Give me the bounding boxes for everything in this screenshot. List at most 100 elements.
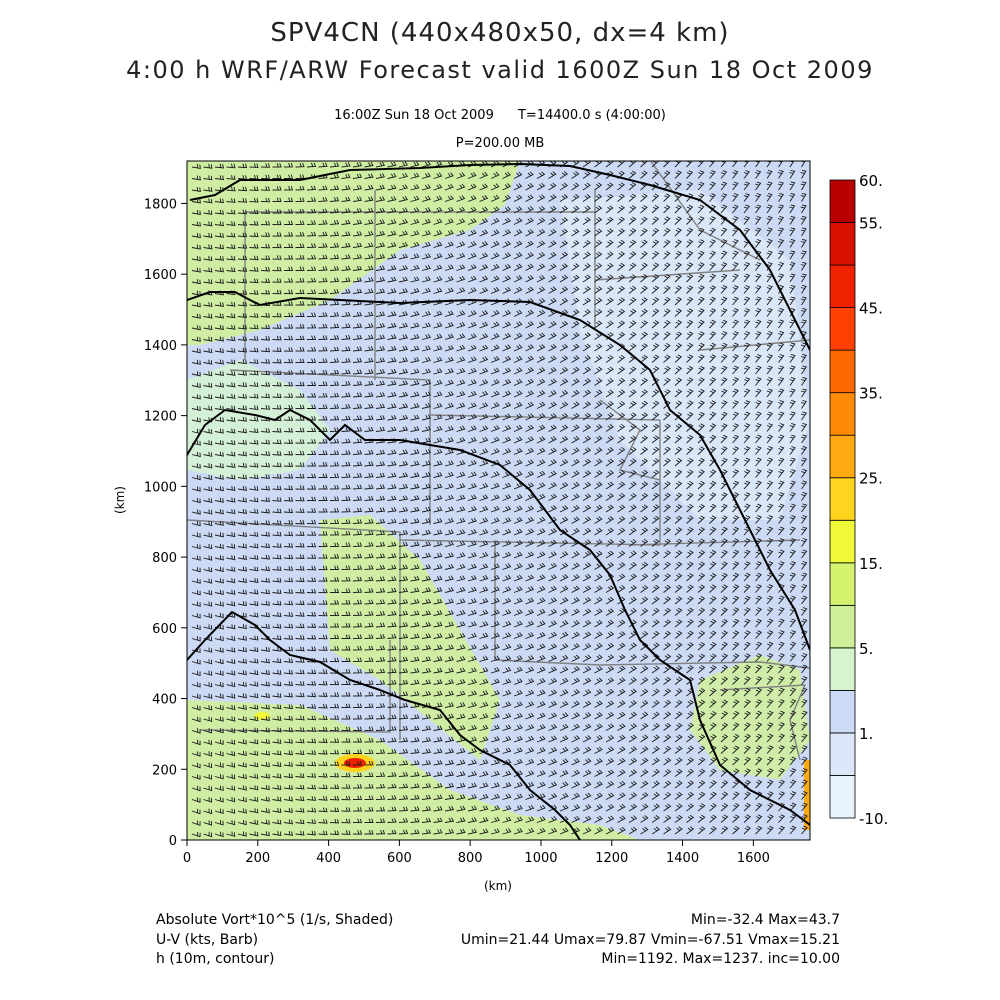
wind-barb [237,267,248,272]
wind-barb [536,205,546,214]
wind-barb [329,415,340,421]
wind-barb [594,493,603,501]
wind-barb [778,699,785,708]
wind-barb [433,322,443,329]
wind-barb [709,423,717,432]
wind-barb [559,700,569,708]
wind-barb [571,205,580,214]
wind-barb [594,827,603,835]
wind-barb [502,355,512,363]
wind-barb [617,723,626,731]
wind-barb [318,162,328,168]
wind-barb [387,322,397,329]
wind-barb [479,632,489,639]
wind-barb [571,263,580,271]
wind-barb [548,171,557,179]
wind-barb [272,427,282,433]
wind-barb [353,738,363,743]
wind-barb [444,679,455,685]
wind-barb [594,355,603,363]
wind-barb [628,458,637,467]
wind-barb [755,434,762,444]
wind-barb [479,390,489,398]
wind-barb [375,461,386,467]
wind-barb [249,428,259,434]
wind-barb [467,494,477,501]
wind-barb [203,762,213,769]
wind-barb [410,184,420,191]
wind-barb [732,388,739,398]
wind-barb [536,240,546,248]
wind-barb [341,392,351,398]
wind-barb [490,828,500,835]
wind-barb [283,381,294,387]
wind-barb [617,470,626,478]
colorbar-label: 1. [859,725,873,743]
wind-barb [709,538,717,547]
wind-barb [249,370,259,376]
wind-barb [732,262,739,271]
wind-barb [755,526,762,536]
wind-barb [640,239,648,248]
wind-barb [536,182,546,191]
wind-barb [329,795,340,801]
wind-barb [743,480,751,490]
wind-barb [479,770,489,777]
wind-barb [318,404,328,409]
wind-barb [594,309,603,317]
wind-barb [421,598,432,605]
wind-barb [237,405,247,411]
wind-barb [226,509,236,515]
wind-barb [329,289,340,294]
wind-barb [318,738,328,744]
wind-barb [605,216,614,225]
wind-barb [421,264,431,271]
wind-barb [191,544,201,550]
wind-barb [283,830,293,836]
wind-barb [755,285,762,294]
wind-barb [525,816,535,823]
wind-barb [732,584,740,593]
wind-barb [341,323,351,329]
wind-barb [571,171,580,179]
wind-barb [456,563,466,570]
wind-barb [398,276,409,283]
wind-barb [651,193,660,202]
wind-barb [260,197,271,203]
wind-barb [364,369,374,375]
wind-barb [421,184,431,191]
wind-barb [617,654,626,662]
wind-barb [789,595,797,605]
wind-barb [341,358,351,363]
wind-barb [191,325,201,331]
wind-barb [318,231,328,237]
wind-barb [766,457,774,467]
wind-barb [341,657,351,662]
wind-barb [490,793,500,800]
wind-barb [582,193,591,202]
wind-barb [502,448,512,455]
wind-barb [709,561,717,570]
wind-barb [502,494,512,501]
wind-barb [203,831,213,838]
wind-barb [720,630,728,639]
wind-barb [295,761,305,767]
wind-barb [789,687,797,697]
wind-barb [743,630,751,639]
wind-barb [295,669,305,675]
wind-barb [709,480,717,490]
wind-barb [755,722,763,731]
wind-barb [318,646,328,651]
wind-barb [490,240,500,248]
wind-barb [433,253,443,260]
wind-barb [306,162,317,168]
wind-barb [456,494,466,501]
wind-barb [318,772,328,778]
wind-barb [214,520,224,526]
wind-barb [709,434,717,444]
wind-barb [203,244,213,250]
wind-barb [663,181,671,191]
wind-barb [490,747,500,754]
wind-barb [387,530,397,536]
wind-barb [582,815,592,823]
